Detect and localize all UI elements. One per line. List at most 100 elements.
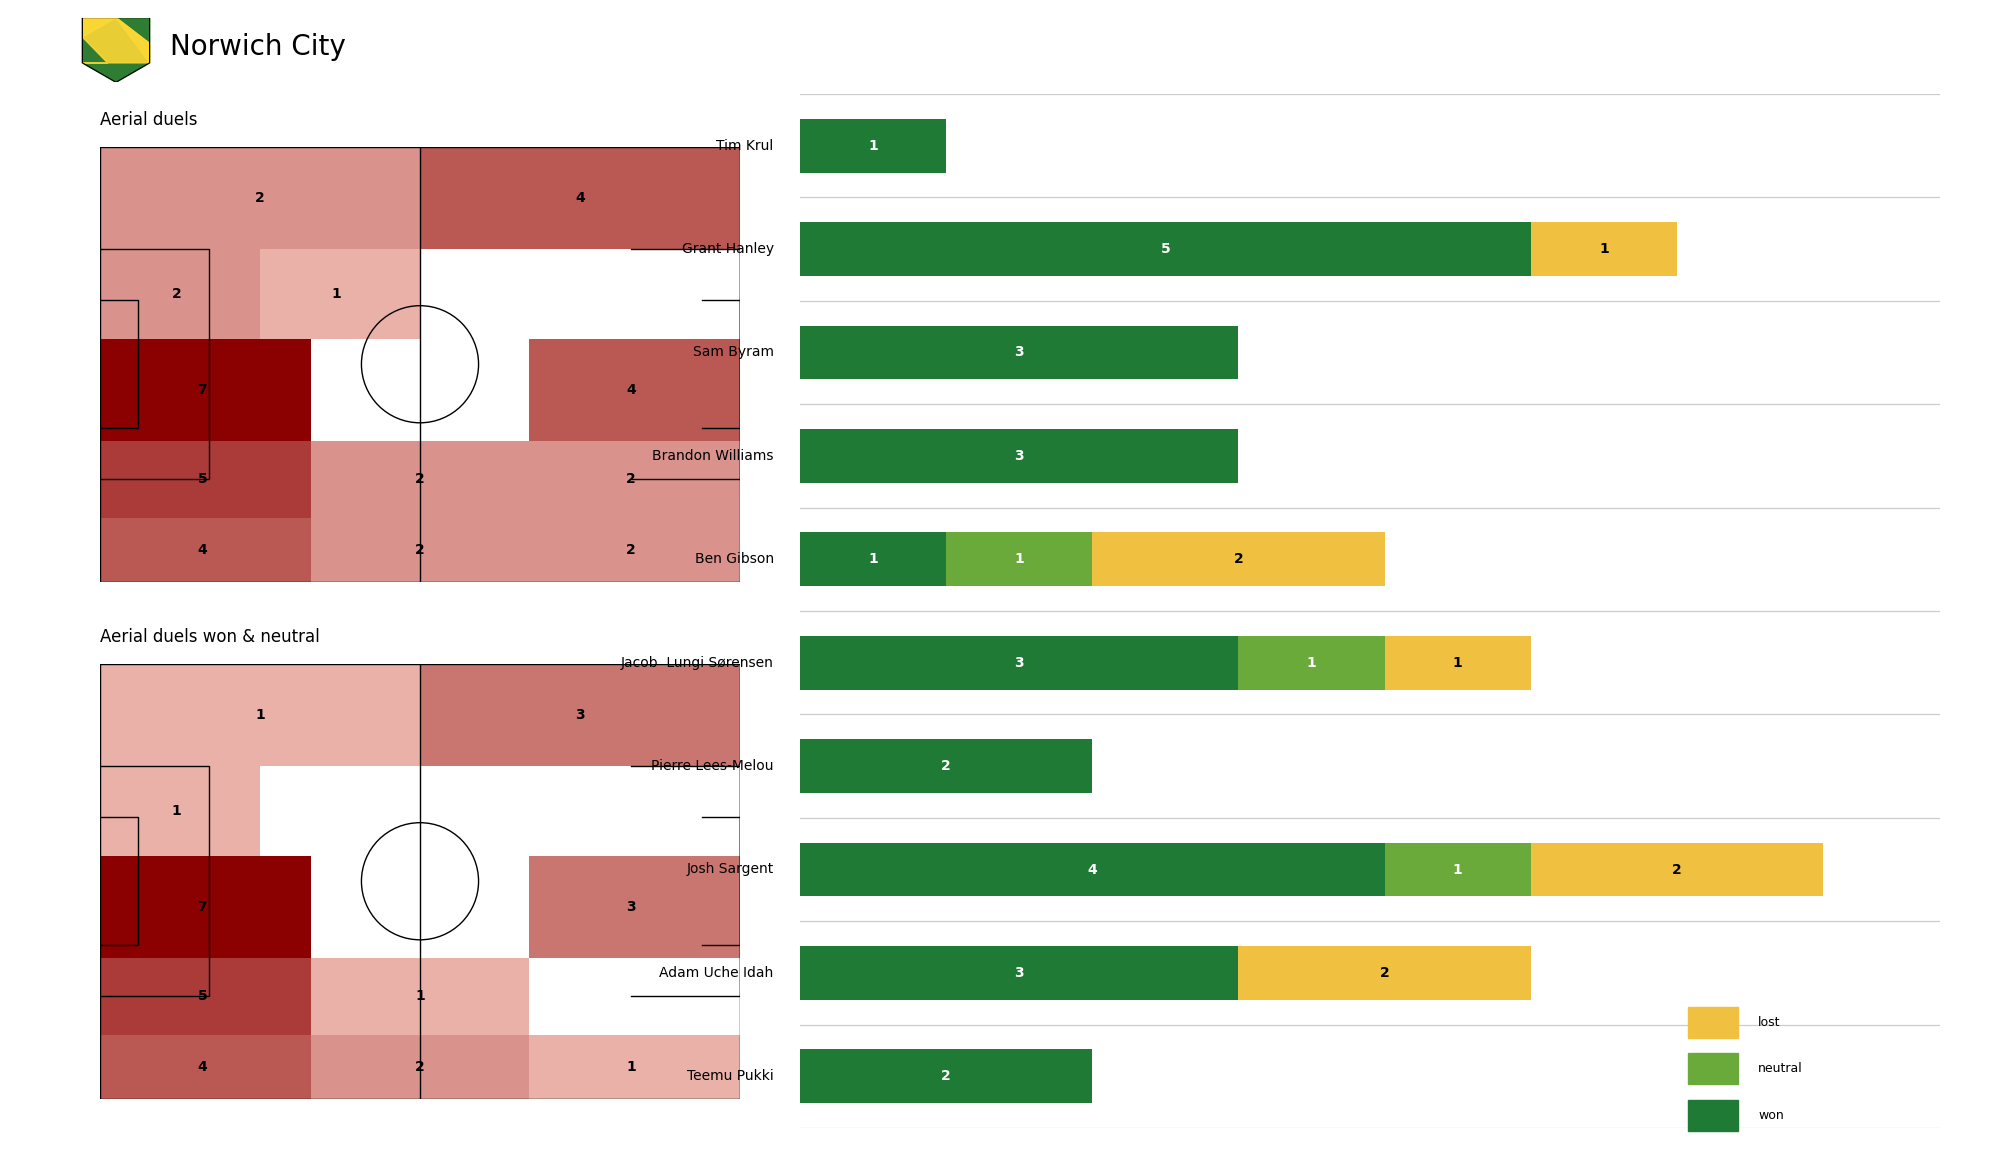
Text: Aerial duels won & neutral: Aerial duels won & neutral: [100, 629, 320, 646]
Bar: [800, 842, 1384, 897]
Bar: [1092, 532, 1384, 586]
Text: 1: 1: [1306, 656, 1316, 670]
Text: 5: 5: [198, 989, 208, 1003]
Text: Teemu Pukki: Teemu Pukki: [686, 1069, 774, 1083]
Bar: [800, 429, 1238, 483]
Bar: [528, 1035, 740, 1099]
Bar: [100, 441, 312, 518]
Text: 2: 2: [942, 759, 952, 773]
Bar: [420, 147, 740, 249]
Bar: [1530, 842, 1824, 897]
Bar: [260, 249, 420, 338]
Text: Tim Krul: Tim Krul: [716, 139, 774, 153]
Text: 2: 2: [256, 190, 264, 204]
Text: 2: 2: [626, 472, 636, 486]
Text: 4: 4: [198, 1060, 208, 1074]
Bar: [312, 958, 528, 1035]
Bar: [100, 249, 260, 338]
Text: neutral: neutral: [1758, 1062, 1802, 1075]
Text: 2: 2: [172, 287, 182, 301]
Text: Brandon Williams: Brandon Williams: [652, 449, 774, 463]
Text: lost: lost: [1758, 1015, 1780, 1029]
Bar: [100, 766, 260, 855]
Bar: [312, 441, 528, 518]
Text: 2: 2: [416, 543, 424, 557]
Text: 1: 1: [256, 707, 264, 721]
Text: 3: 3: [626, 900, 636, 914]
Text: 2: 2: [1672, 862, 1682, 877]
Polygon shape: [82, 18, 150, 62]
Polygon shape: [82, 18, 150, 62]
Text: 3: 3: [1014, 345, 1024, 360]
Bar: [100, 664, 420, 766]
Text: Ben Gibson: Ben Gibson: [694, 552, 774, 566]
Bar: [528, 441, 740, 518]
Bar: [420, 664, 740, 766]
Bar: [528, 518, 740, 582]
Bar: [100, 958, 312, 1035]
Text: 1: 1: [1014, 552, 1024, 566]
Text: 2: 2: [416, 472, 424, 486]
Bar: [800, 636, 1238, 690]
Text: 1: 1: [1452, 656, 1462, 670]
Text: 2: 2: [626, 543, 636, 557]
Bar: [946, 532, 1092, 586]
Bar: [100, 338, 312, 441]
Bar: [1688, 1100, 1738, 1130]
Text: 4: 4: [626, 383, 636, 397]
Text: 5: 5: [1160, 242, 1170, 256]
Bar: [528, 338, 740, 441]
Bar: [1238, 636, 1384, 690]
Text: 1: 1: [1452, 862, 1462, 877]
Text: 4: 4: [1088, 862, 1098, 877]
Bar: [100, 147, 420, 249]
Bar: [100, 855, 312, 958]
Bar: [1384, 842, 1530, 897]
Bar: [312, 518, 528, 582]
Text: Sam Byram: Sam Byram: [692, 345, 774, 360]
Bar: [528, 855, 740, 958]
Text: Adam Uche Idah: Adam Uche Idah: [660, 966, 774, 980]
Text: 1: 1: [1598, 242, 1608, 256]
Text: 1: 1: [172, 804, 182, 818]
Text: 1: 1: [626, 1060, 636, 1074]
Text: 4: 4: [576, 190, 584, 204]
Text: 5: 5: [198, 472, 208, 486]
Text: 3: 3: [1014, 449, 1024, 463]
Bar: [800, 739, 1092, 793]
Text: Grant Hanley: Grant Hanley: [682, 242, 774, 256]
Text: 3: 3: [1014, 966, 1024, 980]
Text: 7: 7: [198, 900, 208, 914]
Text: 1: 1: [416, 989, 424, 1003]
Bar: [312, 1035, 528, 1099]
Text: 7: 7: [198, 383, 208, 397]
Text: 3: 3: [1014, 656, 1024, 670]
Bar: [1688, 1007, 1738, 1038]
Text: 2: 2: [416, 1060, 424, 1074]
Bar: [1384, 636, 1530, 690]
Bar: [1530, 222, 1676, 276]
Bar: [800, 119, 946, 173]
Bar: [1688, 1053, 1738, 1085]
Bar: [800, 532, 946, 586]
Bar: [800, 222, 1530, 276]
Text: Pierre Lees-Melou: Pierre Lees-Melou: [652, 759, 774, 773]
Polygon shape: [82, 18, 150, 82]
Text: 1: 1: [332, 287, 342, 301]
Text: Josh Sargent: Josh Sargent: [686, 862, 774, 877]
Text: 1: 1: [868, 139, 878, 153]
Text: 3: 3: [576, 707, 584, 721]
Text: Aerial duels: Aerial duels: [100, 112, 198, 129]
Text: 2: 2: [1380, 966, 1390, 980]
Bar: [100, 1035, 312, 1099]
Text: 2: 2: [1234, 552, 1244, 566]
Bar: [1238, 946, 1530, 1000]
Bar: [800, 325, 1238, 380]
Bar: [800, 946, 1238, 1000]
Text: Norwich City: Norwich City: [170, 33, 346, 61]
Text: Jacob  Lungi Sørensen: Jacob Lungi Sørensen: [620, 656, 774, 670]
Bar: [800, 1049, 1092, 1103]
Bar: [100, 518, 312, 582]
Text: 2: 2: [942, 1069, 952, 1083]
Text: won: won: [1758, 1109, 1784, 1122]
